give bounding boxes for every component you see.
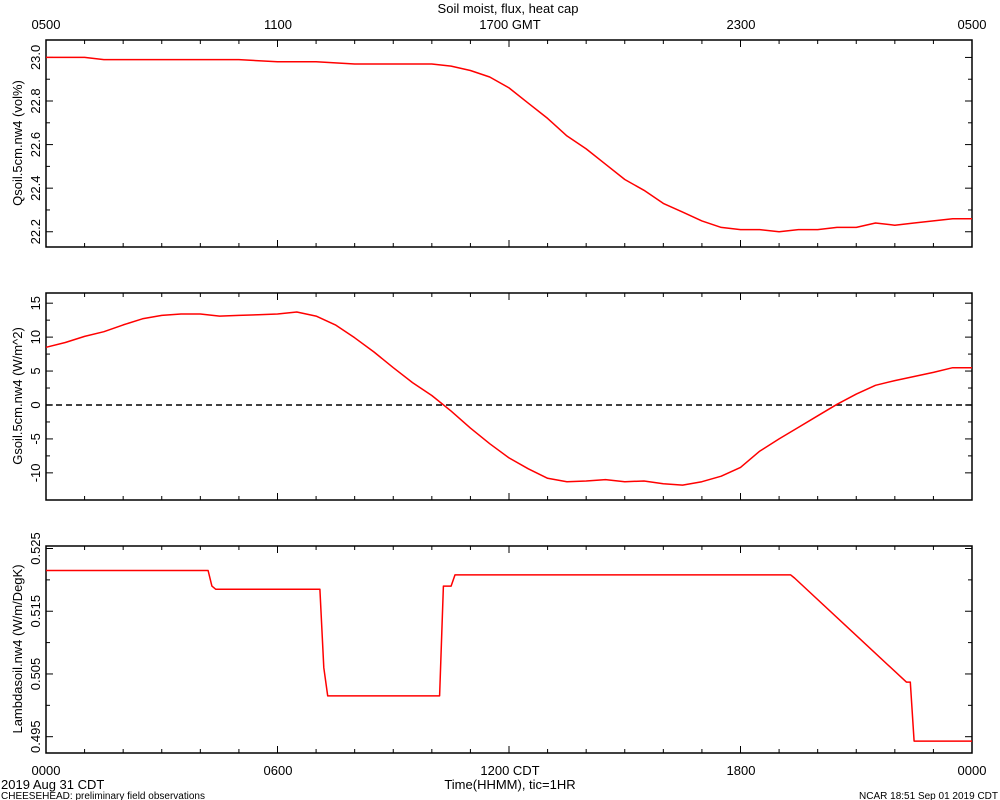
y-tick-label: -5 xyxy=(28,433,43,445)
bottom-tick-label: 0600 xyxy=(264,763,293,778)
y-tick-label: 22.2 xyxy=(28,219,43,244)
start-date-label: 2019 Aug 31 CDT xyxy=(1,777,104,792)
axis-ticks: 0.495 0.505 0.515 0.525 xyxy=(28,532,973,753)
top-tick-label: 1700 GMT xyxy=(479,17,540,32)
series-line xyxy=(46,56,972,233)
bottom-tick-label: 1200 CDT xyxy=(480,763,539,778)
heat-flux-panel: -10 -5 0 5 10 15 Gsoil.5cm.nw4 (W/m^2) xyxy=(10,292,973,501)
y-tick-label: 5 xyxy=(28,367,43,374)
y-tick-label: 0.495 xyxy=(28,720,43,753)
y-tick-label: 22.6 xyxy=(28,132,43,157)
chart-title: Soil moist, flux, heat cap xyxy=(438,1,579,16)
moisture-panel: 22.2 22.4 22.6 22.8 23.0 Qsoil.5cm.nw4 (vol%… xyxy=(10,39,973,248)
axis-ticks: 22.2 22.4 22.6 22.8 23.0 xyxy=(28,40,973,247)
y-tick-label: 10 xyxy=(28,330,43,344)
top-tick-label: 2300 xyxy=(727,17,756,32)
x-axis-label: Time(HHMM), tic=1HR xyxy=(444,777,575,792)
bottom-tick-label: 1800 xyxy=(727,763,756,778)
footer-right: NCAR 18:51 Sep 01 2019 CDT xyxy=(859,791,998,800)
y-tick-label: 23.0 xyxy=(28,45,43,70)
series-line xyxy=(45,311,972,486)
y-tick-label: 0.525 xyxy=(28,532,43,565)
footer-left: CHEESEHEAD: preliminary field observatio… xyxy=(1,791,205,800)
top-tick-label: 0500 xyxy=(32,17,61,32)
y-axis-label: Lambdasoil.nw4 (W/m/DegK) xyxy=(10,564,25,733)
y-tick-label: 22.8 xyxy=(28,88,43,113)
top-tick-label: 1100 xyxy=(264,17,292,32)
y-tick-label: 22.4 xyxy=(28,176,43,201)
bottom-tick-label: 0000 xyxy=(958,763,987,778)
axis-ticks: -10 -5 0 5 10 15 xyxy=(28,293,973,500)
plot-frame xyxy=(45,39,973,248)
y-tick-label: 15 xyxy=(28,296,43,310)
series-group xyxy=(45,311,972,486)
y-tick-label: 0.515 xyxy=(28,595,43,628)
series-line xyxy=(46,569,972,742)
plot-frame xyxy=(45,292,973,501)
series-group xyxy=(46,569,972,742)
y-tick-label: 0.505 xyxy=(28,658,43,691)
conductivity-panel: 0.495 0.505 0.515 0.525 Lambdasoil.nw4 (W/m… xyxy=(10,532,973,754)
y-tick-label: -10 xyxy=(28,464,43,483)
top-tick-label: 0500 xyxy=(958,17,987,32)
bottom-tick-label: 0000 xyxy=(32,763,61,778)
plot-frame xyxy=(45,545,973,754)
y-axis-label: Gsoil.5cm.nw4 (W/m^2) xyxy=(10,327,25,465)
y-axis-label: Qsoil.5cm.nw4 (vol%) xyxy=(10,80,25,206)
series-group xyxy=(46,56,972,233)
y-tick-label: 0 xyxy=(28,401,43,408)
